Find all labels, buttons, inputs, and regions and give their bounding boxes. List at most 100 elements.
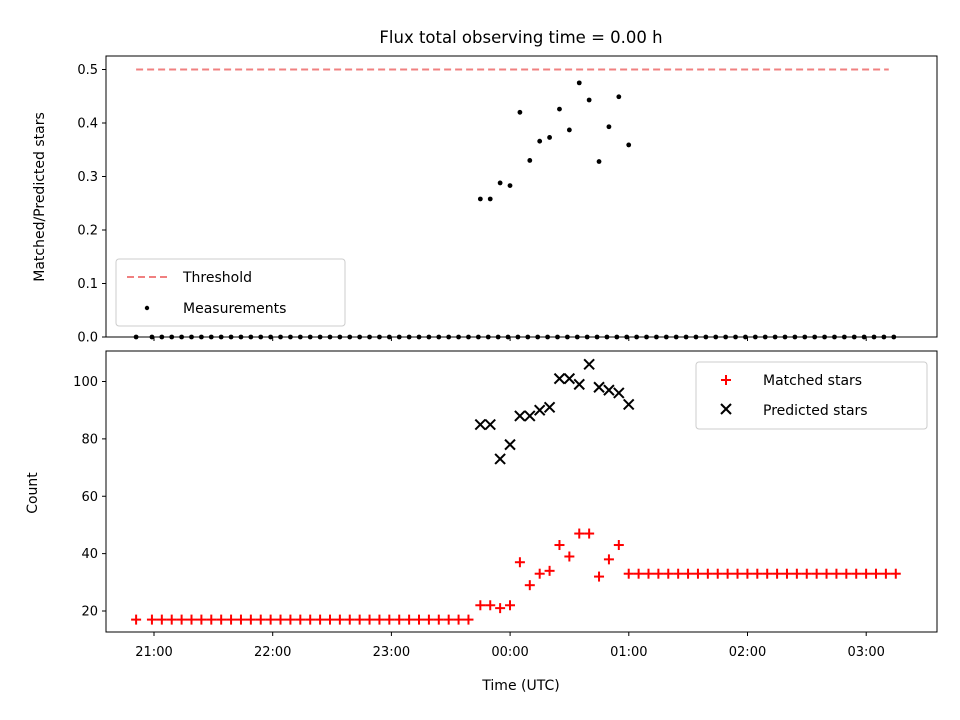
matched-star-marker bbox=[663, 568, 674, 579]
matched-star-marker bbox=[534, 568, 545, 579]
bottom-legend: Matched stars Predicted stars bbox=[695, 361, 928, 430]
matched-star-marker bbox=[475, 600, 486, 611]
bottom-xtick-label: 00:00 bbox=[491, 645, 528, 660]
bottom-axes-frame bbox=[105, 350, 938, 633]
matched-star-marker bbox=[673, 568, 684, 579]
matched-star-marker bbox=[196, 614, 207, 625]
matched-star-marker bbox=[574, 528, 585, 539]
bottom-xtick-label: 22:00 bbox=[254, 645, 291, 660]
measurement-point bbox=[557, 106, 562, 112]
matched-star-marker bbox=[265, 614, 276, 625]
matched-star-marker bbox=[226, 614, 237, 625]
measurement-point bbox=[626, 142, 632, 148]
bottom-xtick-label: 03:00 bbox=[847, 645, 884, 660]
top-axes-frame bbox=[105, 55, 938, 338]
matched-star-marker bbox=[692, 568, 703, 579]
matched-star-marker bbox=[404, 614, 415, 625]
matched-star-marker bbox=[414, 614, 425, 625]
matched-star-marker bbox=[255, 614, 266, 625]
bottom-y-axis-label: Count bbox=[25, 472, 41, 514]
measurement-point bbox=[566, 127, 572, 133]
matched-star-marker bbox=[841, 568, 852, 579]
matched-star-marker bbox=[495, 603, 506, 614]
bottom-plot-area bbox=[131, 358, 901, 625]
legend-matched-label: Matched stars bbox=[763, 373, 862, 389]
matched-star-marker bbox=[564, 551, 575, 562]
matched-star-marker bbox=[315, 614, 326, 625]
top-legend: Threshold Measurements bbox=[115, 258, 346, 327]
matched-star-marker bbox=[603, 554, 614, 565]
matched-star-marker bbox=[801, 568, 812, 579]
predicted-star-marker bbox=[484, 418, 496, 431]
matched-star-marker bbox=[374, 614, 385, 625]
matched-star-marker bbox=[732, 568, 743, 579]
matched-star-marker bbox=[216, 614, 227, 625]
bottom-xtick-label: 02:00 bbox=[729, 645, 766, 660]
bottom-ytick-label: 80 bbox=[81, 432, 98, 447]
measurement-point bbox=[487, 196, 493, 202]
matched-star-marker bbox=[623, 568, 634, 579]
matched-star-marker bbox=[334, 614, 345, 625]
bottom-x-ticks: 21:00 22:00 23:00 00:00 01:00 02:00 03:00 bbox=[135, 632, 885, 660]
top-ytick-label: 0.5 bbox=[77, 63, 98, 78]
matched-star-marker bbox=[186, 614, 197, 625]
matched-star-marker bbox=[702, 568, 713, 579]
matched-star-marker bbox=[344, 614, 355, 625]
top-ytick-label: 0.0 bbox=[77, 331, 98, 346]
measurement-point bbox=[527, 158, 533, 163]
legend-threshold-label: Threshold bbox=[182, 270, 252, 286]
top-y-axis-label: Matched/Predicted stars bbox=[32, 112, 48, 282]
top-ytick-label: 0.3 bbox=[77, 170, 98, 185]
matched-star-marker bbox=[781, 568, 792, 579]
bottom-xtick-label: 23:00 bbox=[373, 645, 410, 660]
matched-star-marker bbox=[453, 614, 464, 625]
measurement-point bbox=[606, 124, 612, 130]
bottom-ytick-label: 40 bbox=[81, 547, 98, 562]
predicted-star-marker bbox=[613, 387, 625, 399]
matched-star-marker bbox=[156, 614, 167, 625]
matched-star-marker bbox=[324, 614, 335, 625]
matched-star-marker bbox=[423, 614, 434, 625]
predicted-star-marker bbox=[474, 418, 487, 431]
predicted-star-marker bbox=[533, 404, 546, 416]
predicted-star-marker bbox=[563, 372, 576, 385]
predicted-star-marker bbox=[583, 358, 595, 370]
matched-star-marker bbox=[131, 614, 142, 625]
measurement-point bbox=[547, 135, 552, 140]
predicted-star-marker bbox=[494, 453, 506, 465]
matched-star-marker bbox=[354, 614, 365, 625]
top-y-ticks: 0.0 0.1 0.2 0.3 0.4 0.5 bbox=[77, 63, 106, 346]
measurement-point bbox=[517, 109, 523, 115]
ratio-panel: Flux total observing time = 0.00 h Match… bbox=[32, 28, 938, 346]
matched-star-marker bbox=[524, 580, 535, 591]
measurement-point bbox=[507, 183, 513, 188]
bottom-ytick-label: 20 bbox=[81, 605, 98, 620]
matched-star-marker bbox=[166, 614, 177, 625]
matched-star-marker bbox=[394, 614, 405, 625]
matched-star-marker bbox=[861, 568, 872, 579]
matched-star-marker bbox=[364, 614, 375, 625]
measurement-point bbox=[497, 180, 503, 186]
legend-matched-swatch bbox=[721, 375, 731, 385]
matched-star-marker bbox=[752, 568, 763, 579]
matched-star-marker bbox=[633, 568, 644, 579]
top-ytick-label: 0.2 bbox=[77, 224, 98, 239]
matched-star-marker bbox=[871, 568, 882, 579]
matched-star-marker bbox=[245, 614, 256, 625]
matched-star-marker bbox=[275, 614, 286, 625]
matched-star-marker bbox=[146, 614, 157, 625]
matched-star-marker bbox=[613, 540, 624, 551]
measurement-point bbox=[576, 80, 582, 86]
matched-star-marker bbox=[643, 568, 654, 579]
measurement-point bbox=[537, 138, 543, 144]
legend-box bbox=[695, 361, 928, 430]
matched-star-marker bbox=[683, 568, 694, 579]
matched-star-marker bbox=[762, 568, 773, 579]
matched-star-marker bbox=[514, 557, 525, 568]
matched-star-marker bbox=[305, 614, 316, 625]
matched-star-marker bbox=[206, 614, 217, 625]
predicted-star-marker bbox=[514, 410, 526, 422]
predicted-star-marker bbox=[593, 381, 605, 393]
predicted-star-marker bbox=[553, 372, 566, 385]
